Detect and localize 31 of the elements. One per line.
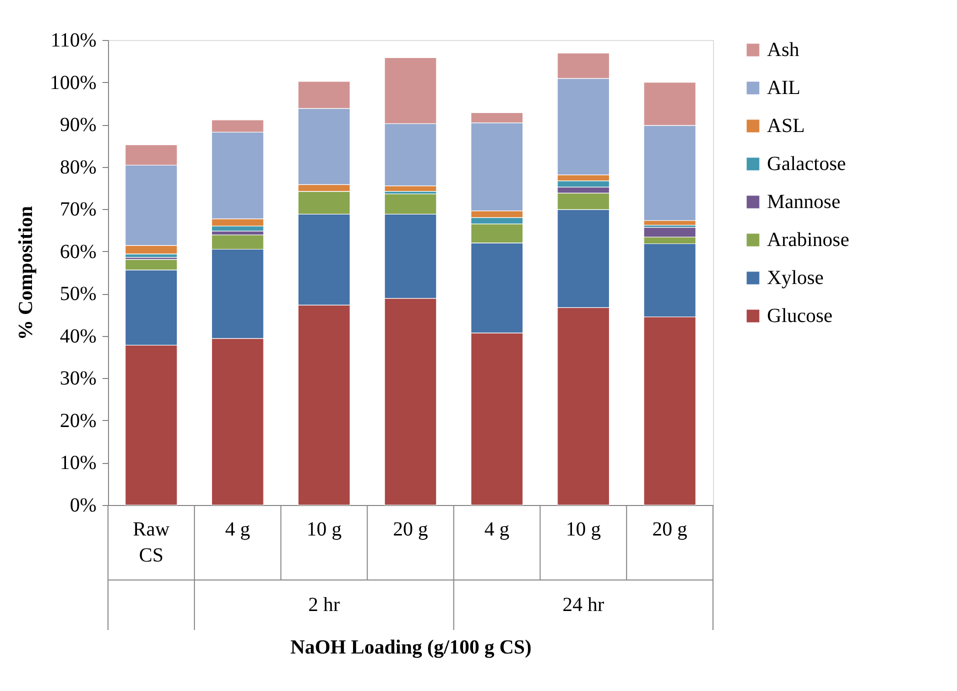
- y-tick-label: 90%: [60, 114, 96, 136]
- y-tick-label: 0%: [70, 494, 96, 516]
- x-tick-label: 20 g: [652, 518, 688, 540]
- legend-label: Glucose: [767, 305, 833, 327]
- y-tick-label: 50%: [60, 283, 96, 306]
- x-tick-label: 4 g: [225, 518, 250, 540]
- text: 2 hr: [308, 594, 340, 616]
- y-axis-title: % Composition: [14, 206, 37, 340]
- x-tick-label: 4 g: [484, 518, 510, 540]
- text: 24 hr: [562, 594, 605, 616]
- legend-label: ASL: [767, 115, 805, 137]
- y-tick-label: 100%: [50, 72, 96, 94]
- legend-label: Ash: [767, 39, 800, 61]
- x-tick-label: 10 g: [566, 518, 601, 540]
- x-tick-label: 10 g: [306, 518, 342, 540]
- legend-label: Arabinose: [767, 229, 850, 251]
- legend-label: Mannose: [767, 191, 840, 213]
- x-tick-label: 20 g: [393, 518, 428, 540]
- legend-label: AIL: [767, 77, 800, 99]
- y-tick-label: 10%: [60, 452, 96, 474]
- y-tick-label: 70%: [60, 198, 96, 221]
- y-tick-label: 20%: [60, 410, 96, 432]
- legend-label: Xylose: [767, 267, 824, 289]
- y-tick-label: 30%: [60, 368, 96, 390]
- y-tick-label: 60%: [60, 240, 96, 263]
- y-tick-label: 40%: [60, 325, 96, 348]
- legend-label: Galactose: [767, 153, 846, 175]
- x-axis-title: NaOH Loading (g/100 g CS): [290, 636, 532, 658]
- y-tick-label: 110%: [50, 30, 96, 52]
- x-tick-label: Raw CS: [132, 518, 170, 566]
- y-tick-label: 80%: [60, 156, 96, 178]
